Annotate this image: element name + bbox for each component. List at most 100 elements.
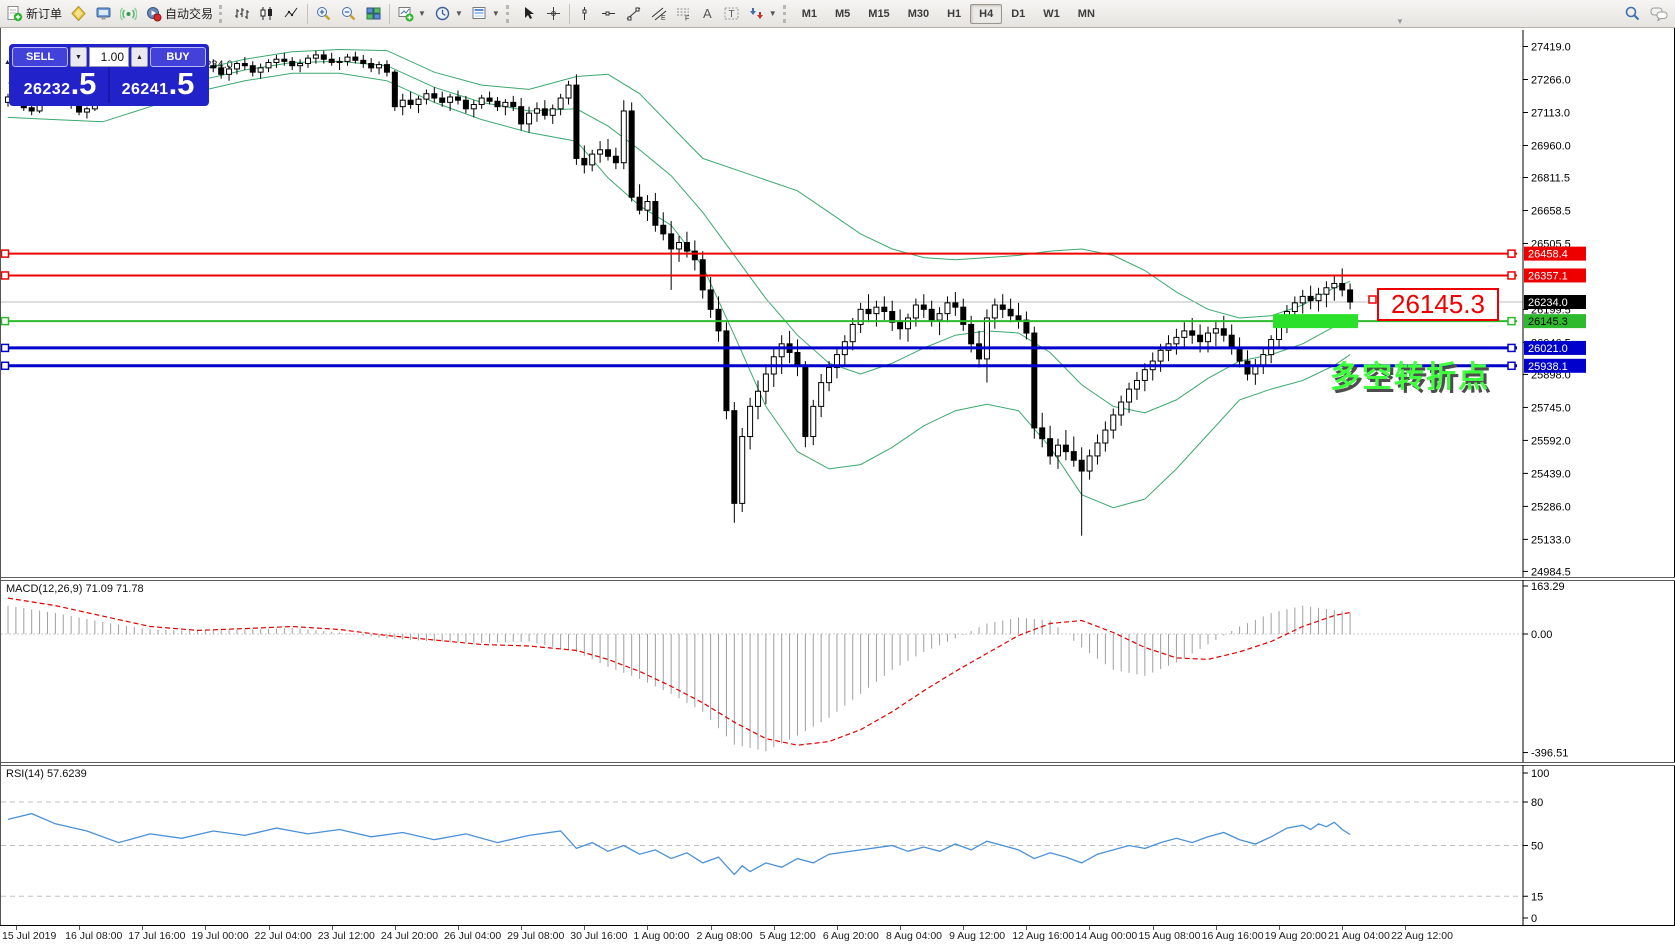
new-chart-button[interactable]: ▼ <box>393 1 430 26</box>
svg-text:26458.4: 26458.4 <box>1528 249 1568 261</box>
svg-text:50: 50 <box>1531 841 1543 853</box>
date-label: 19 Aug 20:00 <box>1264 930 1327 942</box>
sell-price[interactable]: 26232.5 <box>12 67 108 103</box>
text-label-button[interactable]: T <box>719 1 744 26</box>
timeframe-d1[interactable]: D1 <box>1011 7 1026 20</box>
timeframe-w1[interactable]: W1 <box>1043 7 1060 20</box>
text-icon: A <box>700 5 715 22</box>
macd-pane[interactable]: 163.29 0.00 -396.51 <box>1 580 1675 762</box>
new-order-label: 新订单 <box>26 7 63 21</box>
channel-button[interactable]: E <box>646 1 671 26</box>
date-tick <box>584 926 586 930</box>
chevron-down-icon: ▼ <box>418 9 426 18</box>
toolbar: 新订单 自动交易 ▼ ▼ ▼ E F A T ▼ M1 M5 M15 M30 H… <box>0 0 1675 28</box>
date-label: 5 Aug 12:00 <box>759 930 816 942</box>
timeframe-m15[interactable]: M15 <box>868 7 890 20</box>
chat-button[interactable] <box>1645 1 1673 26</box>
chevron-down-icon: ▼ <box>768 9 777 18</box>
search-button[interactable] <box>1619 1 1645 26</box>
line-chart-icon <box>283 5 300 22</box>
channel-icon: E <box>650 5 667 22</box>
horizontal-line-button[interactable] <box>596 1 621 26</box>
timeframe-h1[interactable]: H1 <box>947 7 962 20</box>
text-button[interactable]: A <box>696 1 719 26</box>
svg-text:15: 15 <box>1531 891 1543 903</box>
candlestick-chart-button[interactable] <box>254 1 279 26</box>
date-label: 23 Jul 12:00 <box>317 930 375 942</box>
timeframe-m1[interactable]: M1 <box>801 7 817 20</box>
new-chart-icon <box>397 5 414 22</box>
date-label: 8 Aug 04:00 <box>885 930 943 942</box>
fibonacci-button[interactable]: F <box>671 1 696 26</box>
chevron-down-icon: ▼ <box>491 9 500 18</box>
date-label: 22 Aug 12:00 <box>1391 930 1453 942</box>
price-chart-pane[interactable]: 26145.3 多空转折点 多空转折点 27419.0 27266.0 27113.0 26… <box>0 30 1675 578</box>
date-tick <box>394 926 396 930</box>
svg-text:27419.0: 27419.0 <box>1531 42 1571 54</box>
pane-separator[interactable] <box>1 762 1675 766</box>
rsi-pane[interactable]: 100 80 50 15 0 <box>1 765 1675 925</box>
svg-text:25286.0: 25286.0 <box>1531 501 1571 513</box>
volume-increase-button[interactable]: ▲ <box>131 47 148 67</box>
svg-text:F: F <box>685 16 689 23</box>
date-label: 29 Jul 08:00 <box>507 930 565 942</box>
date-tick <box>1089 926 1091 930</box>
date-tick <box>836 926 838 930</box>
crosshair-icon <box>545 5 562 22</box>
timeframe-m5[interactable]: M5 <box>835 7 851 20</box>
rsi-label: RSI(14) 57.6239 <box>6 768 87 780</box>
market-watch-button[interactable] <box>66 1 91 26</box>
data-window-button[interactable] <box>91 1 116 26</box>
svg-text:25938.1: 25938.1 <box>1528 361 1568 373</box>
pane-separator[interactable] <box>1 577 1675 581</box>
zoom-out-button[interactable] <box>336 1 361 26</box>
crosshair-button[interactable] <box>541 1 566 26</box>
date-tick <box>1152 926 1154 930</box>
timeframe-mn[interactable]: MN <box>1077 7 1095 20</box>
new-order-icon <box>6 5 23 22</box>
volume-input[interactable]: 1.00 <box>89 47 129 67</box>
timeframe-h4[interactable]: H4 <box>970 3 1003 24</box>
signals-button[interactable] <box>116 1 141 26</box>
horizontal-line-icon <box>600 5 617 22</box>
vertical-line-icon <box>577 5 592 22</box>
svg-text:0: 0 <box>1531 913 1537 925</box>
templates-icon <box>471 5 488 22</box>
zoom-in-button[interactable] <box>311 1 336 26</box>
svg-text:多空转折点: 多空转折点 <box>1330 361 1490 394</box>
date-tick <box>647 926 649 930</box>
svg-text:-396.51: -396.51 <box>1531 748 1568 760</box>
sell-button[interactable]: SELL <box>12 47 68 67</box>
toolbar-grip <box>219 4 225 23</box>
svg-text:26811.5: 26811.5 <box>1531 172 1570 184</box>
svg-text:多空转折点: 多空转折点 <box>1333 364 1493 397</box>
period-menu-button[interactable]: ▼ <box>430 1 467 26</box>
svg-text:0.00: 0.00 <box>1531 629 1552 641</box>
candlestick-chart-icon <box>258 5 275 22</box>
date-tick <box>521 926 523 930</box>
timeframe-m30[interactable]: M30 <box>907 7 930 20</box>
svg-text:T: T <box>728 9 734 20</box>
date-label: 21 Aug 04:00 <box>1327 930 1390 942</box>
bar-chart-button[interactable] <box>229 1 254 26</box>
buy-price[interactable]: 26241.5 <box>110 67 206 103</box>
trendline-icon <box>625 5 642 22</box>
arrows-button[interactable]: ▼ <box>744 1 781 26</box>
buy-button[interactable]: BUY <box>150 47 206 67</box>
new-order-button[interactable]: 新订单 <box>2 1 66 26</box>
panel-collapse-icon[interactable]: ▲ <box>4 59 11 66</box>
volume-decrease-button[interactable]: ▼ <box>70 47 87 67</box>
cursor-button[interactable] <box>516 1 541 26</box>
vertical-line-button[interactable] <box>573 1 596 26</box>
tile-windows-button[interactable] <box>361 1 386 26</box>
autotrading-button[interactable]: 自动交易 <box>141 1 217 26</box>
date-label: 16 Aug 16:00 <box>1201 930 1264 942</box>
trendline-button[interactable] <box>621 1 646 26</box>
line-chart-button[interactable] <box>279 1 304 26</box>
date-axis[interactable]: 15 Jul 2019 16 Jul 08:00 17 Jul 16:00 19 Ju… <box>0 925 1675 946</box>
chevron-down-icon: ▼ <box>454 9 463 18</box>
date-tick <box>773 926 775 930</box>
date-label: 16 Jul 08:00 <box>65 930 123 942</box>
svg-text:24984.5: 24984.5 <box>1531 566 1571 577</box>
templates-button[interactable]: ▼ <box>467 1 504 26</box>
